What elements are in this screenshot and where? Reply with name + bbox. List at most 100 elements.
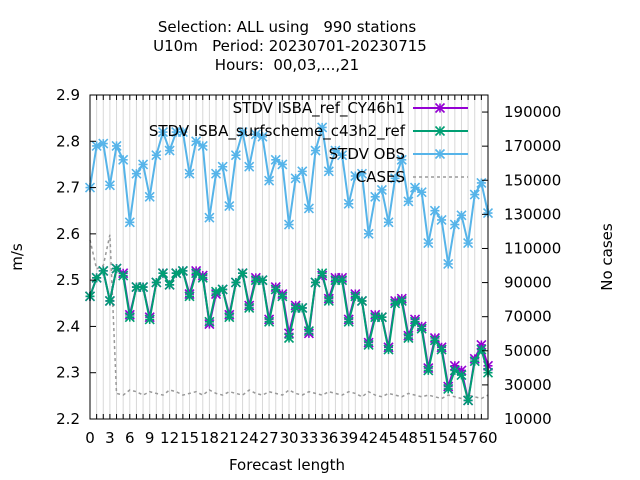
series-1-point (144, 314, 155, 325)
x-tick-label: 0 (85, 429, 95, 447)
x-tick-label: 21 (220, 429, 239, 447)
legend: STDV ISBA_ref_CY46h1 STDV ISBA_surfscheme… (149, 99, 468, 186)
series-2-point (210, 168, 222, 179)
y-tick-label: 2.5 (56, 271, 80, 289)
series-1-point (443, 383, 454, 394)
x-tick-label: 39 (339, 429, 358, 447)
series-2-point (197, 140, 208, 151)
series-2-point (303, 203, 314, 214)
y-tick-label: 2.9 (56, 86, 80, 104)
series-2-point (376, 184, 387, 195)
y2-tick-label: 90000 (504, 274, 552, 292)
series-1 (84, 263, 494, 406)
series-1-point (138, 282, 149, 293)
series-1-point (230, 277, 241, 288)
series-2-point (390, 173, 401, 184)
series-1-point (177, 265, 188, 276)
series-2-point (138, 159, 149, 170)
series-2-point (456, 210, 467, 221)
series-2-point (157, 126, 169, 138)
series-2-point (118, 154, 129, 165)
y-tick-label: 2.7 (56, 179, 80, 197)
series-1-point (270, 284, 281, 295)
series-1-point (91, 272, 102, 283)
series-2-point (144, 191, 155, 202)
x-tick-label: 3 (105, 429, 115, 447)
series-2-point (264, 175, 275, 186)
series-3-line (89, 234, 489, 400)
x-tick-label: 36 (319, 429, 338, 447)
series-2-point (111, 140, 122, 151)
series-1-point (250, 275, 261, 286)
series-1-point (217, 284, 228, 295)
series-1-point (164, 279, 175, 290)
series-2-point (436, 214, 447, 226)
y-axis-label: m/s (8, 243, 26, 271)
series-1-point (124, 312, 135, 323)
series-2-point (124, 217, 135, 228)
legend-marker-0 (434, 102, 446, 114)
series-2-point (217, 161, 228, 172)
series-2-point (383, 217, 394, 228)
series-2-point (297, 166, 308, 177)
series-2-point (443, 258, 454, 270)
series-1-point (476, 344, 487, 355)
series-0-point (449, 360, 460, 371)
series-2-point (343, 198, 354, 209)
series-2-point (423, 238, 434, 249)
series-2-point (230, 150, 241, 161)
series-1-point (429, 335, 440, 346)
series-1-point (456, 369, 467, 381)
y-tick-label: 2.3 (56, 364, 80, 382)
series-layer (84, 122, 494, 406)
y2-tick-label: 170000 (504, 137, 561, 155)
series-1-point (290, 302, 301, 313)
x-tick-label: 24 (240, 429, 259, 447)
series-1-point (264, 316, 275, 327)
series-2-point (370, 191, 381, 202)
series-2-point (396, 154, 407, 165)
series-2-point (104, 180, 115, 191)
series-1-point (104, 295, 115, 307)
series-2-point (283, 219, 295, 230)
series-1-point (310, 277, 321, 288)
series-1-point (111, 263, 122, 274)
series-2-point (257, 131, 268, 142)
y2-tick-label: 150000 (504, 171, 561, 189)
y2-tick-label: 130000 (504, 205, 561, 223)
x-tick-label: 48 (399, 429, 418, 447)
series-2-point (237, 126, 248, 138)
series-1-point (151, 277, 162, 288)
series-1-point (449, 365, 460, 376)
y2-tick-label: 110000 (504, 239, 561, 257)
x-tick-label: 12 (160, 429, 179, 447)
series-1-point (98, 265, 109, 276)
series-1-point (244, 302, 255, 313)
series-2-point (310, 145, 321, 156)
y2-tick-label: 30000 (504, 376, 552, 394)
legend-label-1: STDV ISBA_surfscheme_c43h2_ref (149, 122, 406, 141)
series-1-point (257, 275, 268, 286)
x-tick-label: 30 (279, 429, 298, 447)
series-2-point (164, 145, 175, 156)
y-tick-label: 2.8 (56, 132, 80, 150)
x-tick-label: 6 (125, 429, 135, 447)
series-1-point (337, 275, 348, 286)
series-1-point (297, 302, 308, 313)
series-2-point (290, 173, 301, 184)
series-1-point (210, 286, 222, 297)
x-axis-label: Forecast length (229, 456, 345, 474)
series-2-point (91, 140, 102, 151)
y-tick-label: 2.6 (56, 225, 80, 243)
y-tick-label: 2.2 (56, 410, 80, 428)
series-0-point (476, 339, 487, 351)
series-1-point (356, 295, 368, 307)
series-1-point (317, 268, 328, 279)
x-tick-label: 60 (478, 429, 497, 447)
series-1-point (383, 344, 394, 355)
y2-tick-label: 70000 (504, 308, 552, 326)
series-2-point (429, 205, 440, 216)
series-1-point (469, 356, 480, 367)
chart-title-line-2: U10m Period: 20230701-20230715 (153, 37, 427, 55)
